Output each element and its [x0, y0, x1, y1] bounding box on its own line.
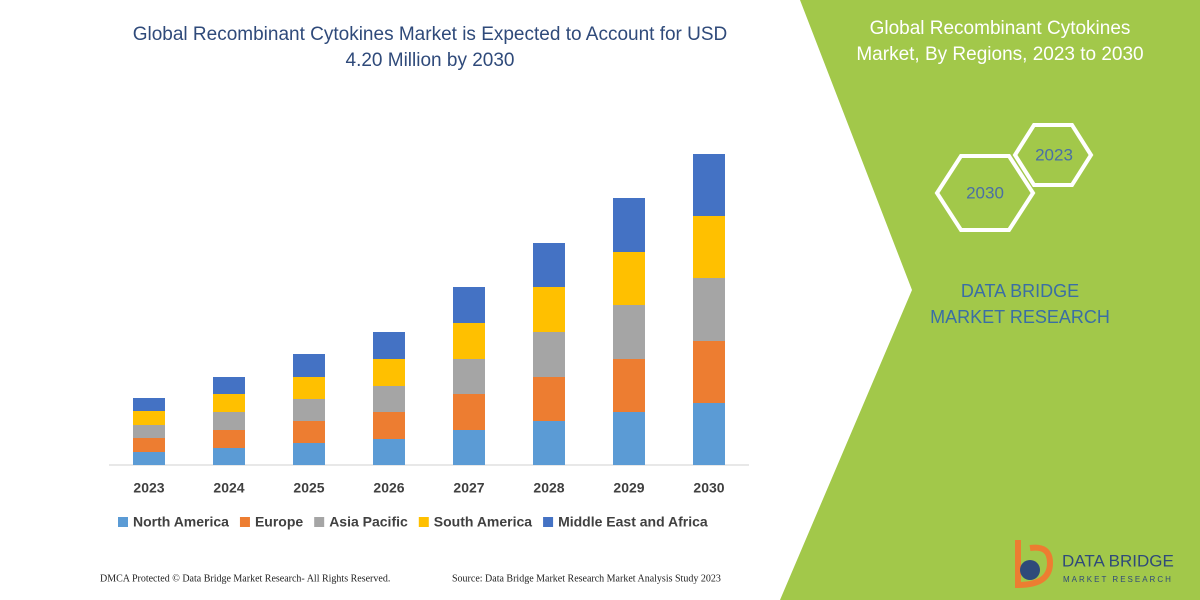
bar-segment — [293, 421, 325, 443]
bar-segment — [453, 287, 485, 323]
side-panel — [780, 0, 1200, 600]
x-tick-label: 2026 — [373, 480, 404, 496]
bar-segment — [373, 332, 405, 359]
chart-title: Global Recombinant Cytokines Market is E… — [132, 24, 728, 71]
legend-label: Middle East and Africa — [558, 514, 708, 530]
bar-segment — [533, 243, 565, 287]
bar-segment — [133, 398, 165, 411]
bar-segment — [133, 411, 165, 425]
legend-swatch — [118, 517, 128, 527]
bar-segment — [453, 359, 485, 394]
legend-swatch — [543, 517, 554, 527]
footer-source: Source: Data Bridge Market Research Mark… — [452, 573, 721, 584]
bar-segment — [133, 438, 165, 452]
bar-segment — [693, 216, 725, 278]
bar-segment — [613, 359, 645, 412]
logo-name: DATA BRIDGE — [1062, 551, 1174, 570]
bar-segment — [373, 412, 405, 439]
bar-segment — [373, 439, 405, 465]
legend-label: North America — [133, 514, 229, 530]
x-tick-label: 2028 — [533, 480, 564, 496]
bar-segment — [453, 394, 485, 430]
logo-icon — [1020, 560, 1040, 580]
bar-segment — [613, 412, 645, 465]
bar-segment — [533, 377, 565, 421]
legend-label: Europe — [255, 514, 303, 530]
bar-segment — [453, 430, 485, 465]
bar-segment — [133, 452, 165, 465]
legend-swatch — [418, 517, 429, 527]
bar-segment — [373, 359, 405, 386]
bar-segment — [213, 448, 245, 465]
hexagon — [934, 154, 1036, 232]
bar-segment — [533, 421, 565, 465]
bar-segment — [533, 332, 565, 377]
bar-segment — [293, 377, 325, 399]
x-tick-label: 2027 — [453, 480, 484, 496]
legend-label: South America — [434, 514, 532, 530]
bar-segment — [693, 341, 725, 403]
bar-segment — [213, 430, 245, 448]
legend-swatch — [314, 517, 325, 527]
x-tick-label: 2030 — [693, 480, 724, 496]
bar-segment — [533, 287, 565, 332]
bar-segment — [293, 443, 325, 465]
panel-title: Global Recombinant Cytokines Market, By … — [856, 18, 1144, 65]
bar-segment — [133, 425, 165, 438]
bar-segment — [693, 278, 725, 341]
footer-copyright: DMCA Protected © Data Bridge Market Rese… — [100, 573, 390, 584]
logo-icon — [1015, 540, 1054, 589]
bar-segment — [693, 154, 725, 216]
bar-segment — [453, 323, 485, 359]
bar-segment — [373, 386, 405, 412]
hexagon-label: 2023 — [1035, 145, 1073, 164]
bar-segment — [213, 394, 245, 412]
bar-segment — [213, 412, 245, 430]
bar-segment — [613, 252, 645, 305]
hexagon-label: 2030 — [966, 183, 1004, 202]
x-tick-label: 2024 — [213, 480, 244, 496]
panel-brand: DATA BRIDGE MARKET RESEARCH — [930, 281, 1110, 327]
bar-segment — [613, 198, 645, 252]
bar-segment — [293, 354, 325, 377]
hexagon — [1012, 123, 1094, 187]
bar-segment — [293, 399, 325, 421]
x-tick-label: 2023 — [133, 480, 164, 496]
x-tick-label: 2025 — [293, 480, 324, 496]
x-tick-label: 2029 — [613, 480, 644, 496]
legend-swatch — [239, 517, 250, 527]
logo-tagline: MARKET RESEARCH — [1063, 575, 1173, 584]
bar-segment — [693, 403, 725, 465]
bar-segment — [213, 377, 245, 394]
bar-segment — [613, 305, 645, 359]
legend-label: Asia Pacific — [329, 514, 408, 530]
